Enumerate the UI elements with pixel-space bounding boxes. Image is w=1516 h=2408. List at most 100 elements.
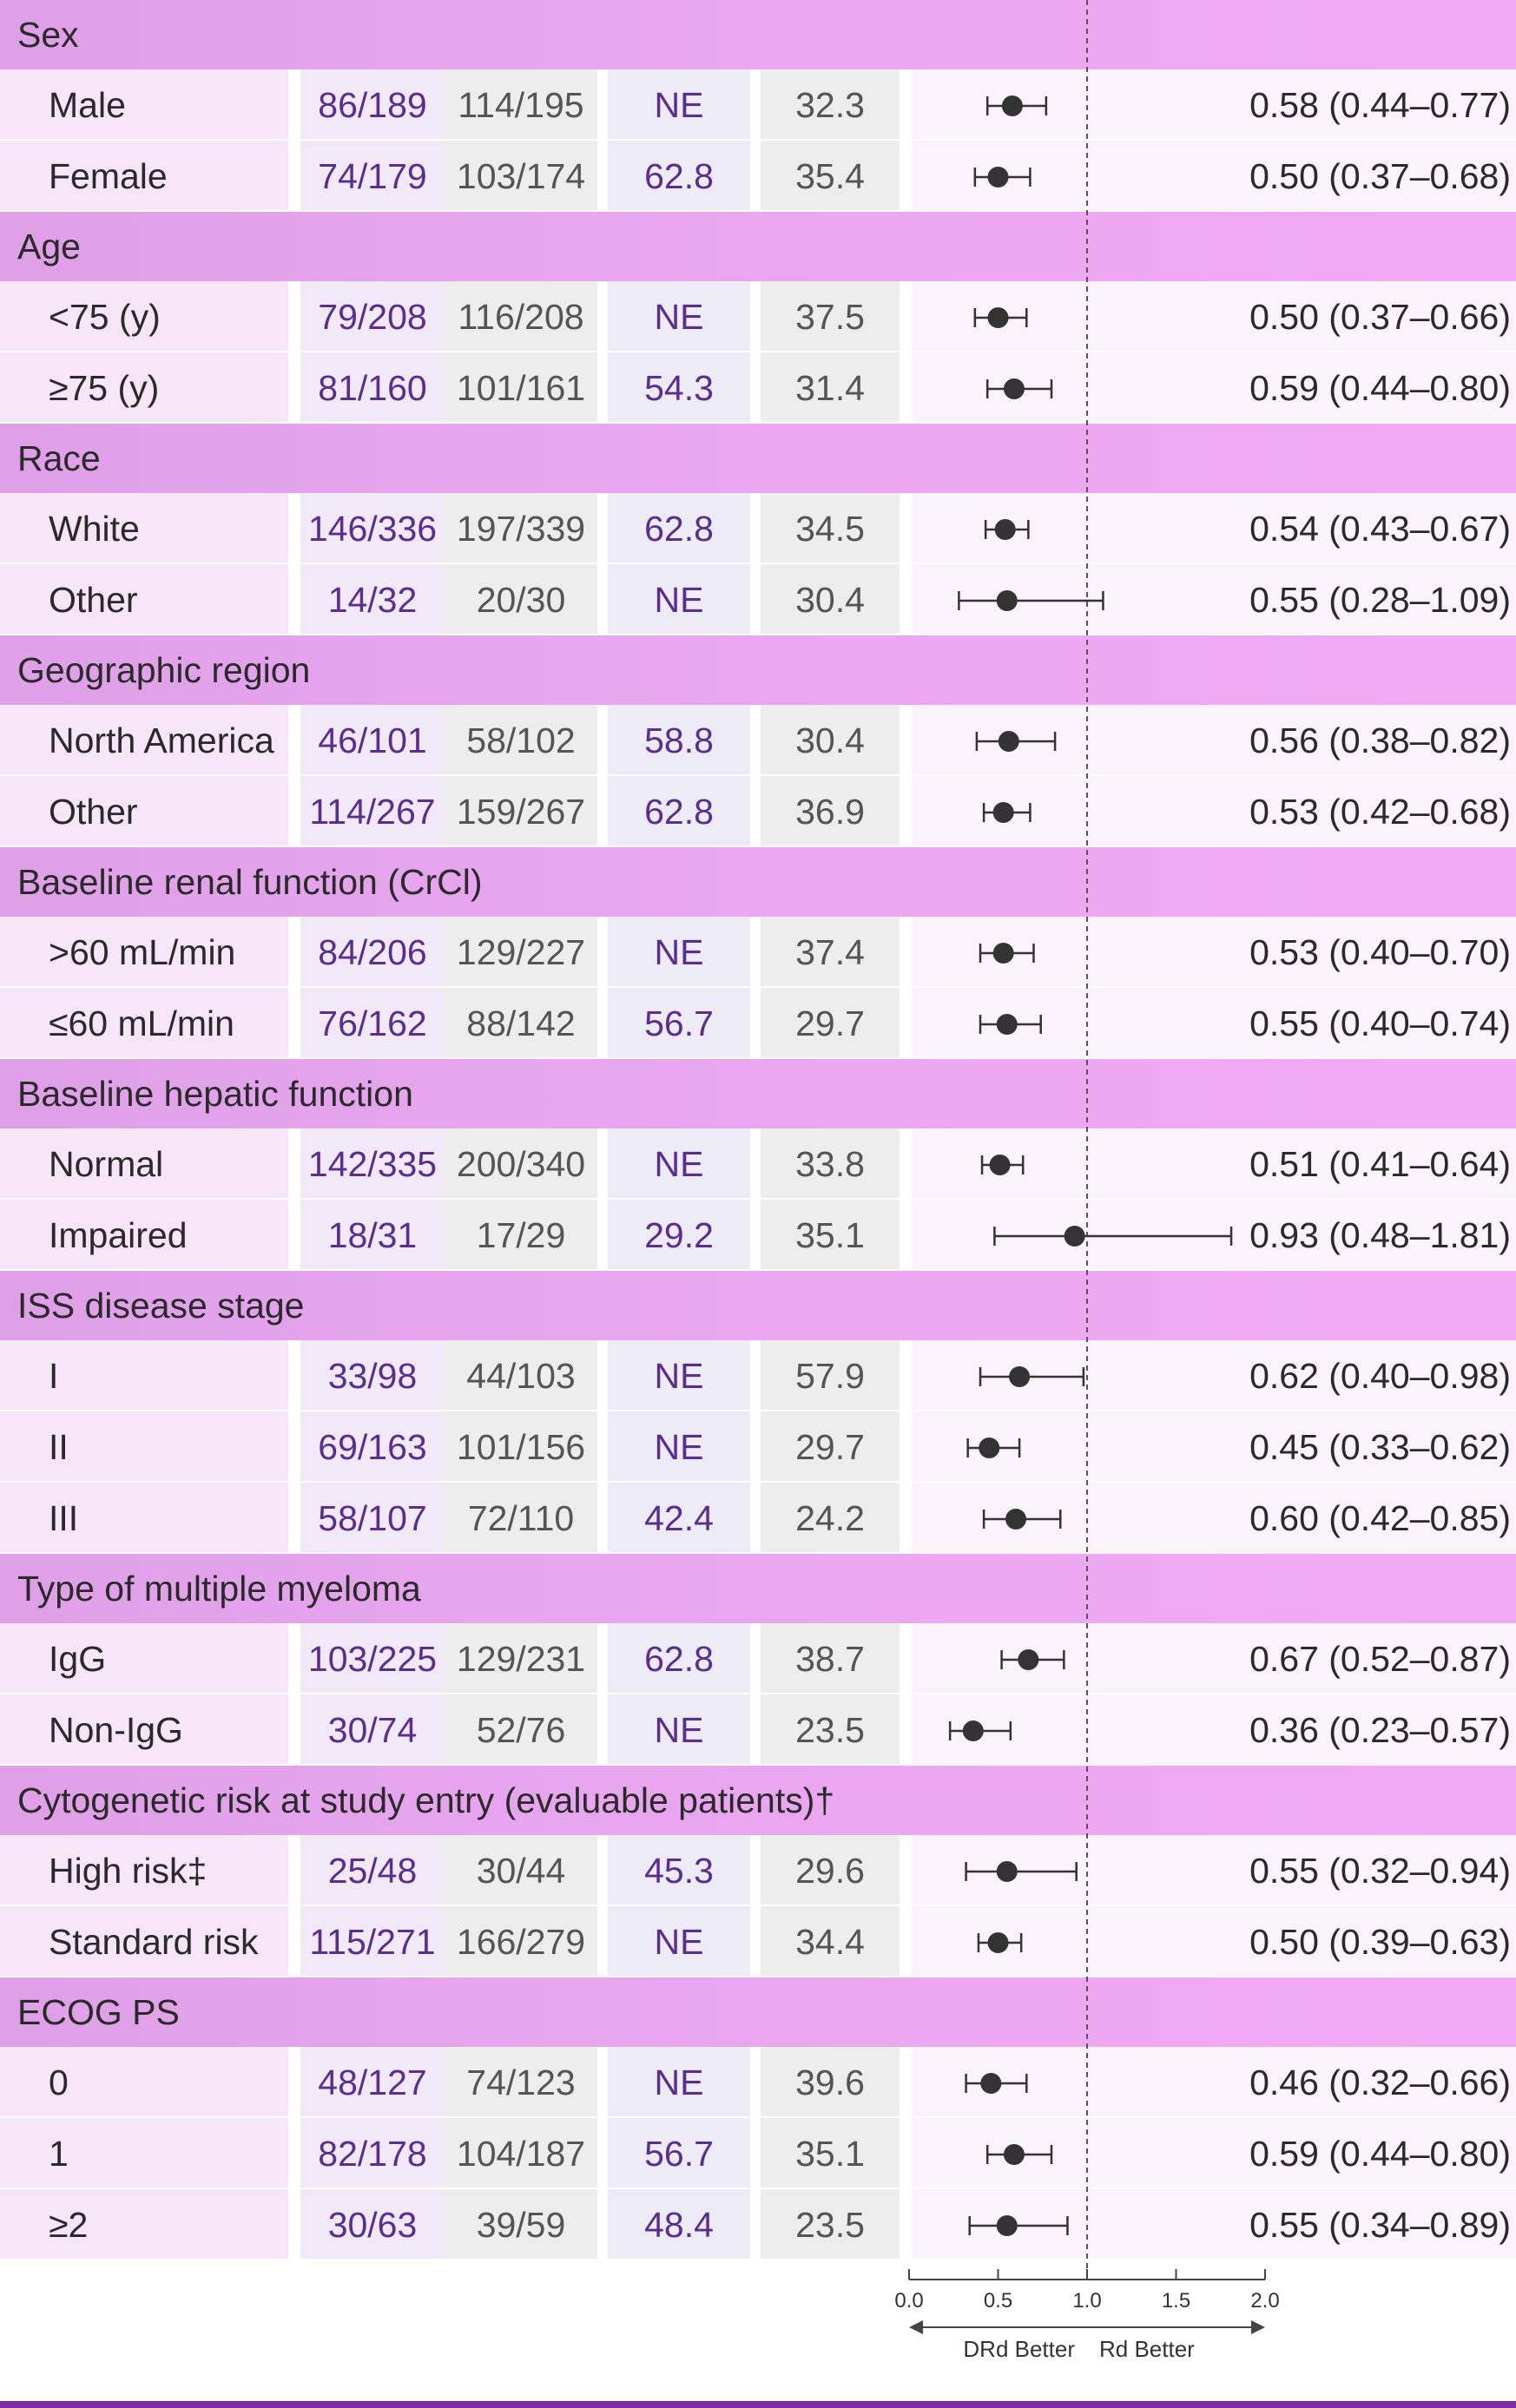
drd-median: NE: [608, 1906, 750, 1977]
hr-point: [996, 1014, 1018, 1035]
arrow-left-head: [909, 2320, 923, 2334]
drd-events: 74/179: [300, 141, 445, 212]
rd-events: 58/102: [445, 705, 597, 776]
rd-median: 37.5: [761, 281, 900, 352]
group-header: Baseline renal function (CrCl): [0, 847, 1516, 917]
subgroup-label: II: [0, 1411, 288, 1483]
table-row: High risk‡ 25/48 30/44 45.3 29.6 0.55 (0.32–0…: [0, 1835, 1516, 1906]
drd-events: 30/74: [300, 1694, 445, 1766]
rd-events: 116/208: [445, 281, 597, 352]
rd-events: 44/103: [445, 1340, 597, 1411]
group-header: Cytogenetic risk at study entry (evaluab…: [0, 1766, 1516, 1835]
left-favor-label: DRd Better: [963, 2336, 1075, 2362]
drd-median: NE: [608, 1411, 750, 1483]
subgroup-label: Other: [0, 564, 288, 635]
hazard-ratio-ci: 0.53 (0.42–0.68): [1249, 791, 1511, 832]
group-label: Race: [17, 438, 101, 478]
group-header: Baseline hepatic function: [0, 1059, 1516, 1128]
table-row: <75 (y) 79/208 116/208 NE 37.5 0.50 (0.37–0.6…: [0, 281, 1516, 352]
drd-median: 62.8: [608, 1623, 750, 1694]
table-row: Non-IgG 30/74 52/76 NE 23.5 0.36 (0.23–0.57): [0, 1694, 1516, 1766]
rd-median: 31.4: [761, 352, 900, 424]
subgroup-label: ≥2: [0, 2189, 288, 2260]
drd-events: 48/127: [300, 2047, 445, 2118]
rd-events: 20/30: [445, 564, 597, 635]
rd-median: 24.2: [761, 1483, 900, 1554]
row-divider: [0, 351, 1516, 352]
subgroup-label: ≥75 (y): [0, 352, 288, 424]
rd-median: 35.1: [761, 1200, 900, 1271]
drd-events: 103/225: [300, 1623, 445, 1694]
bottom-rule: [0, 2401, 1516, 2408]
hr-point: [1009, 1366, 1031, 1387]
rd-median: 32.3: [761, 69, 900, 141]
hazard-ratio-ci: 0.55 (0.34–0.89): [1249, 2204, 1511, 2245]
table-row: ≥2 30/63 39/59 48.4 23.5 0.55 (0.34–0.89): [0, 2189, 1516, 2260]
hr-point: [1018, 1649, 1039, 1670]
rd-events: 30/44: [445, 1835, 597, 1906]
group-header: ECOG PS: [0, 1977, 1516, 2047]
drd-events: 18/31: [300, 1200, 445, 1271]
hr-point: [980, 2073, 1002, 2094]
forest-cell-bg: [912, 1694, 1516, 1766]
row-divider: [0, 845, 1516, 847]
hr-point: [996, 590, 1018, 611]
x-axis-tick-label: 1.0: [1072, 2289, 1101, 2313]
group-label: Baseline renal function (CrCl): [17, 862, 483, 902]
drd-events: 82/178: [300, 2118, 445, 2189]
drd-events: 84/206: [300, 917, 445, 988]
subgroup-label: I: [0, 1340, 288, 1411]
drd-events: 79/208: [300, 281, 445, 352]
subgroup-label: Normal: [0, 1128, 288, 1200]
arrow-right-head: [1251, 2320, 1265, 2334]
row-divider: [0, 1057, 1516, 1059]
group-header: Race: [0, 424, 1516, 493]
hazard-ratio-ci: 0.62 (0.40–0.98): [1249, 1355, 1511, 1396]
hazard-ratio-ci: 0.45 (0.33–0.62): [1249, 1426, 1511, 1467]
drd-events: 115/271: [300, 1906, 445, 1977]
rd-median: 23.5: [761, 2189, 900, 2260]
hr-point: [994, 519, 1016, 540]
rd-events: 101/161: [445, 352, 597, 424]
rd-events: 129/231: [445, 1623, 597, 1694]
drd-median: 29.2: [608, 1200, 750, 1271]
drd-median: 42.4: [608, 1483, 750, 1554]
group-label: Cytogenetic risk at study entry (evaluab…: [17, 1780, 835, 1820]
row-divider: [0, 774, 1516, 776]
row-divider: [0, 1552, 1516, 1554]
rd-events: 88/142: [445, 988, 597, 1059]
subgroup-label: <75 (y): [0, 281, 288, 352]
subgroup-label: Male: [0, 69, 288, 141]
subgroup-label: >60 mL/min: [0, 917, 288, 988]
drd-median: 62.8: [608, 141, 750, 212]
hazard-ratio-ci: 0.50 (0.37–0.68): [1249, 155, 1511, 196]
hr-point: [979, 1438, 1000, 1458]
drd-median: 56.7: [608, 2118, 750, 2189]
row-divider: [0, 986, 1516, 988]
rd-events: 200/340: [445, 1128, 597, 1200]
rd-median: 23.5: [761, 1694, 900, 1766]
subgroup-label: IgG: [0, 1623, 288, 1694]
table-row: Standard risk 115/271 166/279 NE 34.4 0.50 (0…: [0, 1906, 1516, 1977]
subgroup-label: High risk‡: [0, 1835, 288, 1906]
drd-median: 56.7: [608, 988, 750, 1059]
group-header: Sex: [0, 0, 1516, 69]
rd-median: 34.5: [761, 493, 900, 564]
table-row: Normal 142/335 200/340 NE 33.8 0.51 (0.41–0.6…: [0, 1128, 1516, 1200]
group-label: ECOG PS: [17, 1992, 180, 2032]
hazard-ratio-ci: 0.93 (0.48–1.81): [1249, 1214, 1511, 1255]
drd-events: 30/63: [300, 2189, 445, 2260]
rd-median: 57.9: [761, 1340, 900, 1411]
drd-median: NE: [608, 69, 750, 141]
rd-events: 166/279: [445, 1906, 597, 1977]
hazard-ratio-ci: 0.53 (0.40–0.70): [1249, 931, 1511, 972]
subgroup-label: Impaired: [0, 1200, 288, 1271]
drd-median: 48.4: [608, 2189, 750, 2260]
row-divider: [0, 634, 1516, 635]
drd-events: 33/98: [300, 1340, 445, 1411]
hazard-ratio-ci: 0.59 (0.44–0.80): [1249, 367, 1511, 408]
drd-events: 25/48: [300, 1835, 445, 1906]
row-divider: [0, 1481, 1516, 1483]
